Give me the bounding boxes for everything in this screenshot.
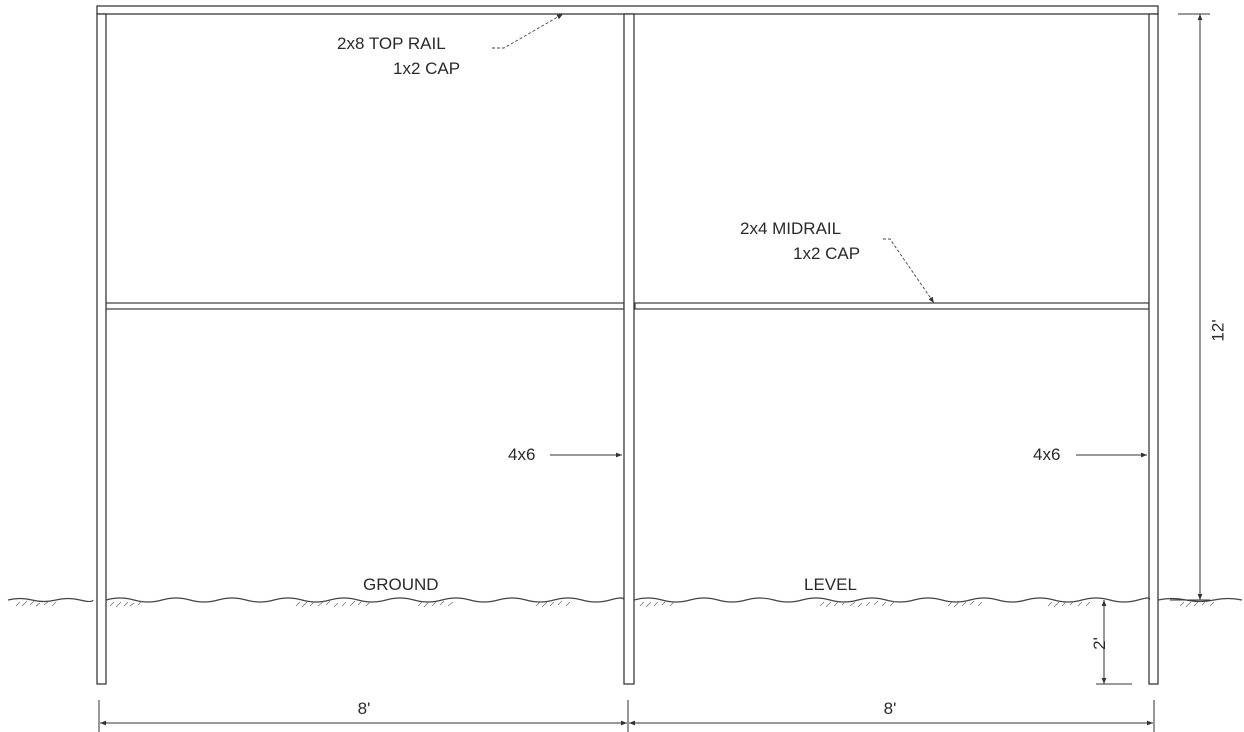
top-rail-cap-label: 1x2 CAP <box>393 59 461 78</box>
top-rail <box>96 5 1159 15</box>
midrail-label: 2x4 MIDRAIL <box>740 219 842 238</box>
soil-hatching <box>15 600 1215 608</box>
height-dimension <box>1170 13 1210 601</box>
post-right <box>1148 13 1159 685</box>
ground-line <box>7 597 1243 603</box>
ground-label: GROUND <box>363 575 439 594</box>
top-rail-leader <box>492 13 564 49</box>
span-left-label: 8' <box>357 699 371 718</box>
span-right-label: 8' <box>883 699 897 718</box>
embed-dimension-label: 2' <box>1089 637 1109 650</box>
midrail-leader <box>883 238 935 304</box>
post-left <box>96 13 107 685</box>
embed-dimension <box>1096 600 1132 685</box>
post-center <box>623 13 635 685</box>
post-label-right: 4x6 <box>1033 445 1061 464</box>
midrail-cap-label: 1x2 CAP <box>793 244 861 263</box>
post-label-center: 4x6 <box>508 445 536 464</box>
span-dimensions <box>98 700 1155 732</box>
top-rail-label: 2x8 TOP RAIL <box>337 34 446 53</box>
height-dimension-label: 12' <box>1208 319 1228 342</box>
level-label: LEVEL <box>804 575 857 594</box>
posts <box>96 13 1159 685</box>
